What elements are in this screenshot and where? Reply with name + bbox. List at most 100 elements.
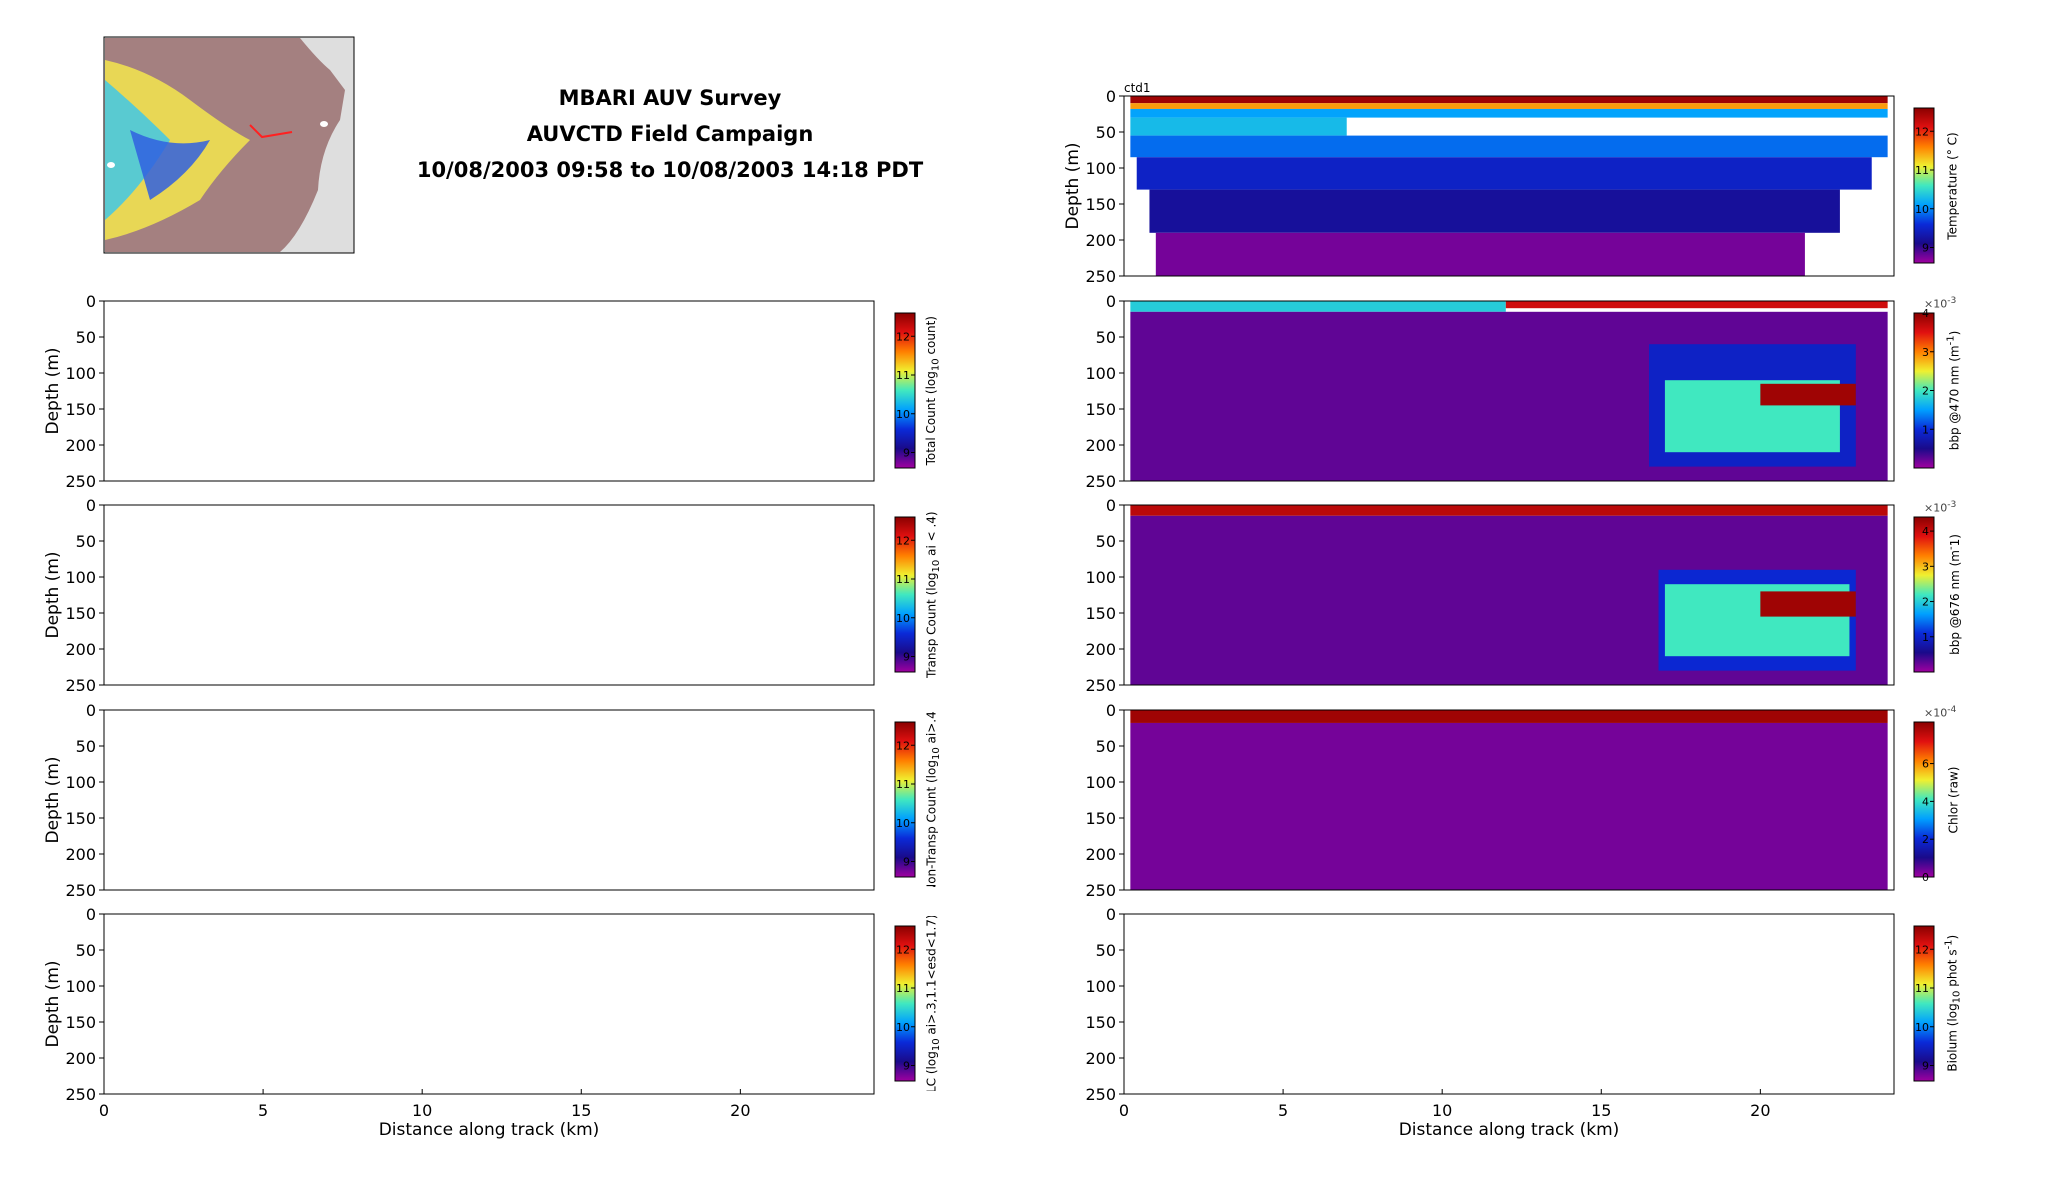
panel-lc-nontransp-count: 0 50 100 150 200 250 Depth (m) 9 10 11 12 Non-Trans… [43,701,942,900]
y-tick-label: 200 [1085,640,1116,659]
x-tick-label: 0 [99,1101,109,1120]
y-tick-label: 100 [1085,977,1116,996]
y-tick-label: 250 [65,1085,96,1104]
colorbar-tick-label: 4 [1922,525,1929,538]
panel-lc-transp-count: 0 50 100 150 200 250 Depth (m) 9 10 11 12 Transp Co… [43,496,942,695]
colorbar-tick-label: 11 [1915,164,1929,177]
field-patch [1130,710,1888,723]
y-tick-label: 0 [86,701,96,720]
colorbar-tick-label: 10 [896,408,910,421]
y-tick-label: 150 [65,400,96,419]
map-marker [107,162,115,168]
colorbar-tick-label: 2 [1922,385,1929,398]
map-marker [320,121,328,127]
colorbar-lc-large: 9 10 11 12 LC (log10 ai>.3,1.1<esd<1.7) [894,916,945,1091]
x-tick-label: 15 [1591,1101,1611,1120]
y-axis-label: Depth (m) [43,347,63,434]
y-tick-label: 100 [1085,773,1116,792]
colorbar-label-rotated: Chlor (raw) [1946,766,1960,833]
colorbar-label-text: Biolum (log10 phot s-1) [1942,916,1964,1091]
y-tick-label: 100 [1085,364,1116,383]
field-patch [1136,157,1872,190]
y-tick-label: 250 [1085,472,1116,491]
y-axis-label: Depth (m) [43,960,63,1047]
field-patch [1130,96,1888,104]
colorbar-ramp [1913,721,1935,878]
panel-bbp-676: 0 50 100 150 200 250 1 2 3 4 ×10-3 bbp @676 nm (m-1… [1085,496,1962,695]
x-axis-label: Distance along track (km) [379,1120,600,1140]
plot-frame [103,913,875,1095]
colorbar-biolum: 9 10 11 12 Biolum (log10 phot s-1) [1913,916,1964,1091]
colorbar-tick-label: 9 [903,447,910,460]
colorbar-label-rotated: Non-Transp Count (log10 ai>.4) [924,712,942,887]
x-tick-label: 20 [1750,1101,1770,1120]
colorbar-label-rotated: Total Count (log10 count) [924,315,942,466]
colorbar-label-rotated: Biolum (log10 phot s-1) [1942,935,1963,1072]
y-tick-label: 250 [1085,1085,1116,1104]
colorbar-ramp [894,925,916,1082]
colorbar-label-text: LC (log10 ai>.3,1.1<esd<1.7) [923,916,945,1091]
y-tick-label: 50 [76,532,96,551]
colorbar-tick-label: 10 [896,817,910,830]
y-tick-label: 150 [65,604,96,623]
y-tick-label: 50 [76,328,96,347]
colorbar-label: Transp Count (log10 ai < .4) [924,511,941,678]
y-tick-label: 150 [65,1013,96,1032]
y-tick-label: 200 [65,845,96,864]
y-tick-label: 150 [1085,1013,1116,1032]
x-tick-label: 20 [730,1101,750,1120]
y-tick-label: 50 [76,941,96,960]
colorbar-exponent-text: ×10-3 [1924,499,1957,515]
colorbar-chlor-raw: 0 2 4 6 ×10-4 Chlor (raw) [1913,704,1964,887]
y-tick-label: 200 [65,436,96,455]
y-tick-label: 250 [1085,676,1116,695]
colorbar-label-text: bbp @470 nm (m-1) [1942,303,1964,478]
colorbar-temperature: 9 10 11 12 Temperature (° C) [1913,107,1960,264]
field-patch [1130,103,1888,109]
panel-chlor-raw: 0 50 100 150 200 250 0 2 4 6 ×10-4 Chlor (raw) [1085,701,1964,900]
colorbar-tick-label: 3 [1922,346,1929,359]
field-patch [1149,189,1840,233]
colorbar-tick-label: 0 [1922,871,1929,884]
colorbar-tick-label: 2 [1922,596,1929,609]
plot-frame [1123,913,1895,1095]
y-tick-label: 250 [65,472,96,491]
colorbar-tick-label: 4 [1922,795,1929,808]
colorbar-label-text: Chlor (raw) [1942,712,1964,887]
colorbar-tick-label: 12 [896,534,910,547]
y-tick-label: 0 [86,496,96,515]
y-tick-label: 50 [1096,737,1116,756]
y-tick-label: 150 [1085,195,1116,214]
colorbar-lc-transp-count: 9 10 11 12 Transp Count (log10 ai < .4) [894,511,942,678]
colorbar-ramp [1913,925,1935,1082]
colorbar-label-rotated: bbp @676 nm (m-1) [1945,534,1962,655]
colorbar-tick-label: 10 [1915,203,1929,216]
y-tick-label: 0 [1106,496,1116,515]
panel-lc-total-count: 0 50 100 150 200 250 Depth (m) 9 10 11 12 Total Cou… [43,292,942,491]
y-tick-label: 150 [1085,809,1116,828]
colorbar-tick-label: 9 [903,856,910,869]
field-patch [1155,232,1805,276]
colorbar-label: LC (log10 ai>.3,1.1<esd<1.7) [923,916,945,1091]
colorbar-label: Biolum (log10 phot s-1) [1942,916,1964,1091]
colorbar-exponent: ×10-3 [1924,295,1956,311]
plot-frame [103,709,875,891]
y-axis-label: Depth (m) [43,551,63,638]
y-tick-label: 200 [65,1049,96,1068]
colorbar-lc-nontransp-count: 9 10 11 12 Non-Transp Count (log10 ai>.4) [894,712,942,887]
x-tick-label: 10 [1432,1101,1452,1120]
y-tick-label: 50 [1096,328,1116,347]
y-tick-label: 100 [65,568,96,587]
y-tick-label: 150 [65,809,96,828]
colorbar-ramp [894,312,916,469]
x-axis-label: Distance along track (km) [1399,1120,1620,1140]
title-line-1: MBARI AUV Survey [558,86,782,110]
colorbar-exponent: ×10-4 [1924,704,1957,720]
plot-frame [103,504,875,686]
colorbar-bbp-676: 1 2 3 4 ×10-3 bbp @676 nm (m-1) [1913,499,1962,673]
x-tick-label: 10 [412,1101,432,1120]
field-patch [1130,722,1888,890]
colorbar-exponent-text: ×10-4 [1924,704,1957,720]
colorbar-label: Temperature (° C) [1946,132,1960,239]
